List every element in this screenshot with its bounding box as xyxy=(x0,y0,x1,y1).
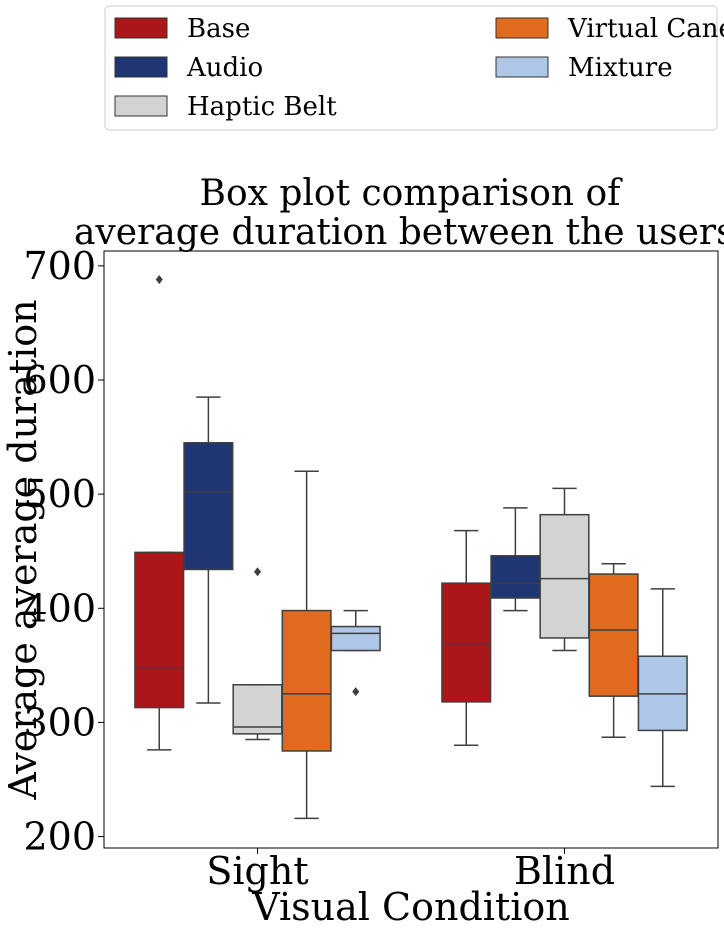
legend-swatch-virtual-cane xyxy=(495,17,549,39)
box-haptic-belt-sight-iqr xyxy=(232,684,283,735)
box-haptic-belt-blind-iqr xyxy=(539,513,590,639)
box-virtual-cane-sight-iqr xyxy=(281,609,332,752)
y-tick-label-500: 500 xyxy=(23,472,96,516)
legend-frame xyxy=(104,5,718,131)
y-tick-label-700: 700 xyxy=(23,244,96,288)
y-tick-label-400: 400 xyxy=(23,586,96,630)
legend-label-haptic-belt: Haptic Belt xyxy=(187,92,337,122)
y-tick-label-600: 600 xyxy=(23,358,96,402)
x-tick-label-blind: Blind xyxy=(514,849,615,893)
box-virtual-cane-blind-iqr xyxy=(588,573,639,697)
legend-label-virtual-cane: Virtual Cane xyxy=(567,14,724,44)
chart-title-line-2: average duration between the users. xyxy=(74,212,724,253)
legend-swatch-mixture xyxy=(495,56,549,78)
x-tick-label-sight: Sight xyxy=(206,849,308,893)
box-mixture-sight-outlier-1 xyxy=(352,687,360,697)
y-axis-label: Average average duration xyxy=(1,299,45,800)
box-mixture-sight-iqr xyxy=(330,625,381,652)
box-haptic-belt-sight-outlier-1 xyxy=(254,567,261,577)
x-axis-label: Visual Condition xyxy=(251,885,569,929)
legend: Base Audio Haptic Belt Virtual Cane Mixture xyxy=(104,5,724,131)
legend-label-mixture: Mixture xyxy=(568,53,673,83)
box-base-blind-iqr xyxy=(441,582,492,703)
box-base-sight-iqr xyxy=(134,551,185,709)
plot-area xyxy=(134,274,688,820)
box-audio-sight-iqr xyxy=(183,442,234,571)
chart-title-line-1: Box plot comparison of xyxy=(200,173,624,214)
box-base-sight-outlier-1 xyxy=(155,274,163,285)
legend-label-base: Base xyxy=(187,14,250,44)
y-tick-label-200: 200 xyxy=(23,815,96,859)
legend-swatch-haptic-belt xyxy=(114,95,168,117)
plot-frame xyxy=(103,250,719,849)
y-tick-label-300: 300 xyxy=(23,700,96,744)
legend-swatch-audio xyxy=(114,56,168,78)
legend-label-audio: Audio xyxy=(186,53,263,83)
box-audio-blind-iqr xyxy=(490,555,541,599)
legend-swatch-base xyxy=(114,17,168,39)
